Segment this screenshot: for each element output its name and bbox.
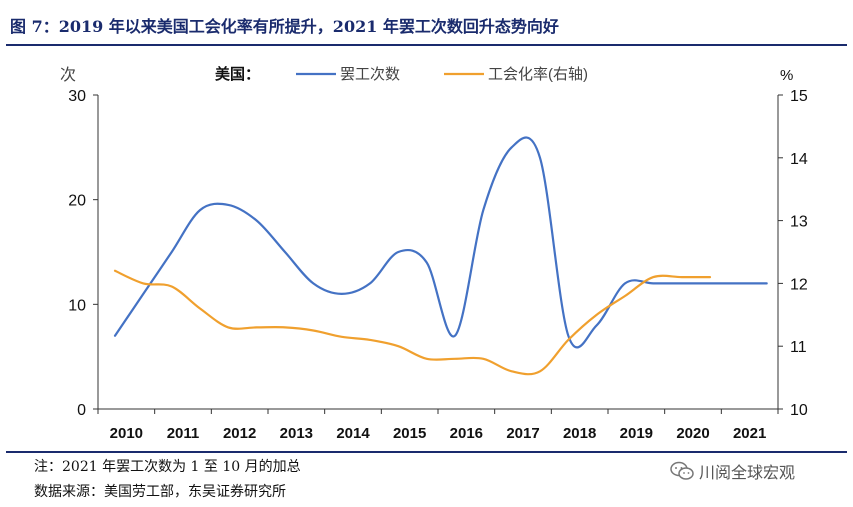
chart-note: 注：2021 年罢工次数为 1 至 10 月的加总 xyxy=(34,459,301,475)
x-tick-label: 2011 xyxy=(167,425,200,442)
x-tick-label: 2021 xyxy=(733,425,766,442)
note-rule xyxy=(6,451,847,453)
y-right-tick-label: 10 xyxy=(790,402,808,419)
y-left-tick-label: 10 xyxy=(68,297,86,314)
x-tick-label: 2019 xyxy=(620,425,653,442)
legend-label: 工会化率(右轴) xyxy=(488,66,588,83)
x-tick-label: 2015 xyxy=(393,425,426,442)
x-tick-label: 2017 xyxy=(506,425,539,442)
series-line-1 xyxy=(113,136,768,349)
y-left-unit: 次 xyxy=(60,66,76,84)
x-tick-label: 2020 xyxy=(676,425,709,442)
figure-title: 图 7：2019 年以来美国工会化率有所提升，2021 年罢工次数回升态势向好 xyxy=(10,17,559,36)
x-tick-label: 2010 xyxy=(110,425,143,442)
y-right-tick-label: 11 xyxy=(790,339,807,356)
title-rule xyxy=(6,44,847,46)
x-tick-label: 2013 xyxy=(280,425,313,442)
y-left-tick-label: 20 xyxy=(68,193,86,210)
watermark: 川阅全球宏观 xyxy=(670,459,795,483)
x-tick-label: 2016 xyxy=(450,425,483,442)
watermark-text: 川阅全球宏观 xyxy=(699,463,796,482)
wechat-icon xyxy=(670,461,694,480)
x-tick-label: 2018 xyxy=(563,425,596,442)
y-right-tick-label: 13 xyxy=(790,214,808,231)
y-left-tick-label: 0 xyxy=(77,402,86,419)
y-right-tick-label: 12 xyxy=(790,276,808,293)
y-left-tick-label: 30 xyxy=(68,88,86,105)
series-line-2 xyxy=(113,269,712,376)
x-tick-label: 2014 xyxy=(336,425,370,442)
y-right-unit: % xyxy=(780,67,793,84)
x-tick-label: 2012 xyxy=(223,425,256,442)
legend-label: 罢工次数 xyxy=(340,66,400,83)
legend-title: 美国： xyxy=(215,65,260,83)
data-source: 数据来源：美国劳工部，东吴证券研究所 xyxy=(34,484,286,500)
y-right-tick-label: 14 xyxy=(790,151,808,168)
y-right-tick-label: 15 xyxy=(790,88,808,105)
